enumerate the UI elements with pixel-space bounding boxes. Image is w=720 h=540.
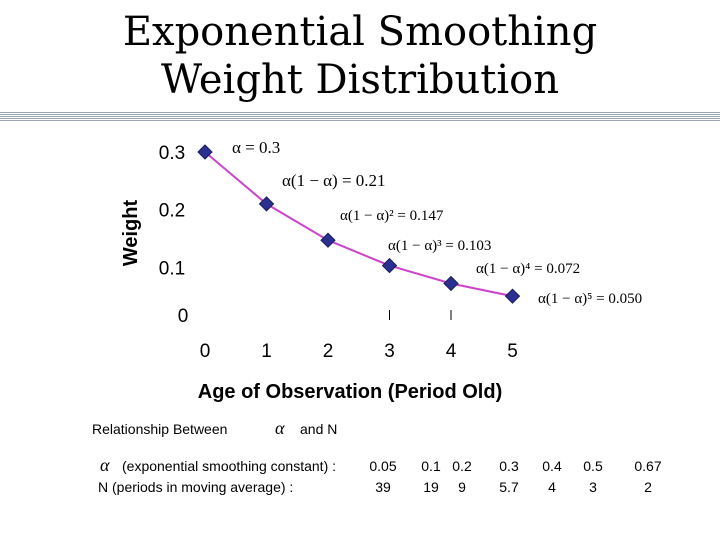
n-value: 19 [423,479,439,495]
weight-annotation: α = 0.3 [232,138,280,157]
n-value: 39 [375,479,391,495]
x-tick-label: 5 [507,341,518,362]
y-tick-label: 0 [178,306,189,327]
and-n-text: and N [300,421,338,437]
alpha-value: 0.2 [452,458,472,474]
alpha-row-label: (exponential smoothing constant) : [122,458,337,474]
x-tick-labels: 0 1 2 3 4 5 [200,341,518,362]
alpha-value: 0.3 [499,458,519,474]
alpha-value: 0.05 [369,458,397,474]
n-value: 5.7 [499,479,519,495]
alpha-symbol-row: α [100,455,110,475]
x-tick-label: 4 [446,341,457,362]
n-value: 3 [589,479,597,495]
title-divider [0,112,720,122]
x-tick-label: 1 [261,341,272,362]
data-point [320,232,336,248]
alpha-value: 0.1 [421,458,441,474]
annotations: α = 0.3α(1 − α) = 0.21 α(1 − α)² = 0.147 α… [232,138,642,307]
n-value: 9 [458,479,466,495]
data-point [197,144,213,160]
data-point [504,288,521,304]
title-line-2: Weight Distribution [161,57,559,103]
alpha-symbol-heading: α [275,418,285,438]
alpha-value: 0.67 [634,458,662,474]
weight-annotation: α(1 − α) = 0.21 [282,171,386,190]
weight-line [204,151,513,298]
x-tick-label: 0 [200,341,211,362]
data-point [258,196,275,212]
x-axis-label: Age of Observation (Period Old) [198,381,502,403]
weight-annotation: α(1 − α)³ = 0.103 [388,238,491,254]
y-axis-label: Weight [120,200,142,267]
data-markers [197,144,521,304]
alpha-value: 0.4 [542,458,562,474]
n-row-label: N (periods in moving average) : [98,479,294,495]
x-tick-label: 3 [384,341,395,362]
weight-chart: Weight Age of Observation (Period Old) 0… [120,138,642,403]
relationship-heading: Relationship Between [92,421,228,437]
weight-annotation: α(1 − α)² = 0.147 [340,208,444,224]
title-line-1: Exponential Smoothing [122,9,598,55]
n-value: 2 [644,479,652,495]
y-tick-label: 0.1 [159,258,185,279]
tick-marks [389,310,452,320]
x-tick-label: 2 [323,341,334,362]
weight-annotation: α(1 − α)⁴ = 0.072 [476,261,580,277]
n-value: 4 [548,479,556,495]
data-point [443,275,459,292]
y-tick-label: 0.3 [159,143,185,164]
alpha-value: 0.5 [583,458,603,474]
weight-annotation: α(1 − α)⁵ = 0.050 [538,291,642,307]
y-tick-labels: 0 0.1 0.2 0.3 [159,143,189,327]
data-point [381,257,398,274]
y-tick-label: 0.2 [159,201,185,222]
